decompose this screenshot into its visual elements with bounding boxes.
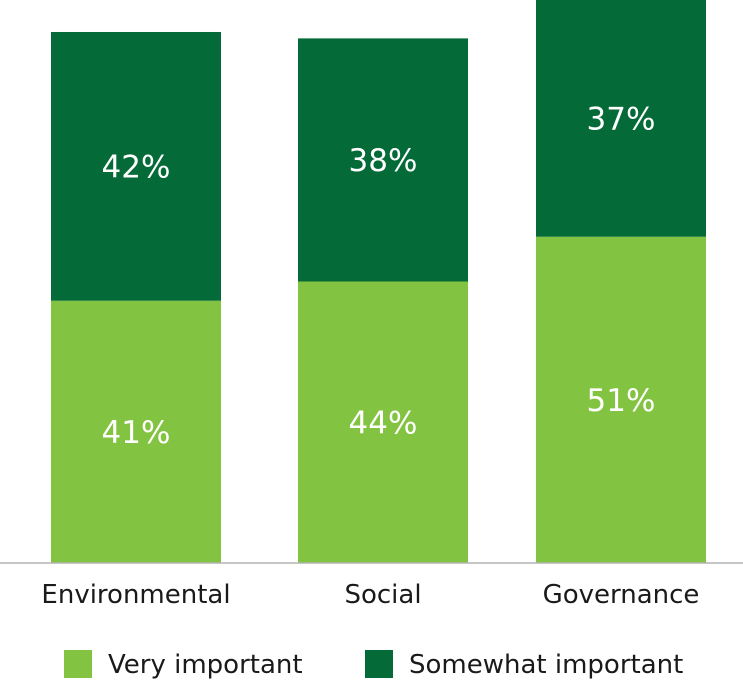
data-label-social-somewhat-important: 38% [349, 143, 418, 179]
bar-segment-social-very-important [298, 281, 468, 563]
legend-label-somewhat-important: Somewhat important [409, 650, 683, 680]
data-label-environmental-somewhat-important: 42% [102, 149, 171, 185]
bar-segment-governance-very-important [536, 236, 706, 563]
legend-swatch-very-important [64, 650, 92, 678]
category-label-social: Social [344, 580, 421, 610]
bars-group [51, 0, 706, 563]
bar-segment-environmental-very-important [51, 300, 221, 563]
category-label-environmental: Environmental [41, 580, 230, 610]
bar-segment-social-somewhat-important [298, 38, 468, 282]
bar-segment-environmental-somewhat-important [51, 31, 221, 301]
legend-label-very-important: Very important [108, 650, 303, 680]
data-label-social-very-important: 44% [349, 405, 418, 441]
bar-segment-governance-somewhat-important [536, 0, 706, 237]
category-label-governance: Governance [543, 580, 700, 610]
legend-swatch-somewhat-important [365, 650, 393, 678]
legend: Very important Somewhat important [64, 650, 683, 680]
bar-labels-group: 41% 42% 44% 38% 51% 37% [102, 101, 656, 450]
data-label-governance-very-important: 51% [587, 383, 656, 419]
data-label-environmental-very-important: 41% [102, 415, 171, 451]
category-labels-group: Environmental Social Governance [41, 580, 699, 610]
data-label-governance-somewhat-important: 37% [587, 101, 656, 137]
